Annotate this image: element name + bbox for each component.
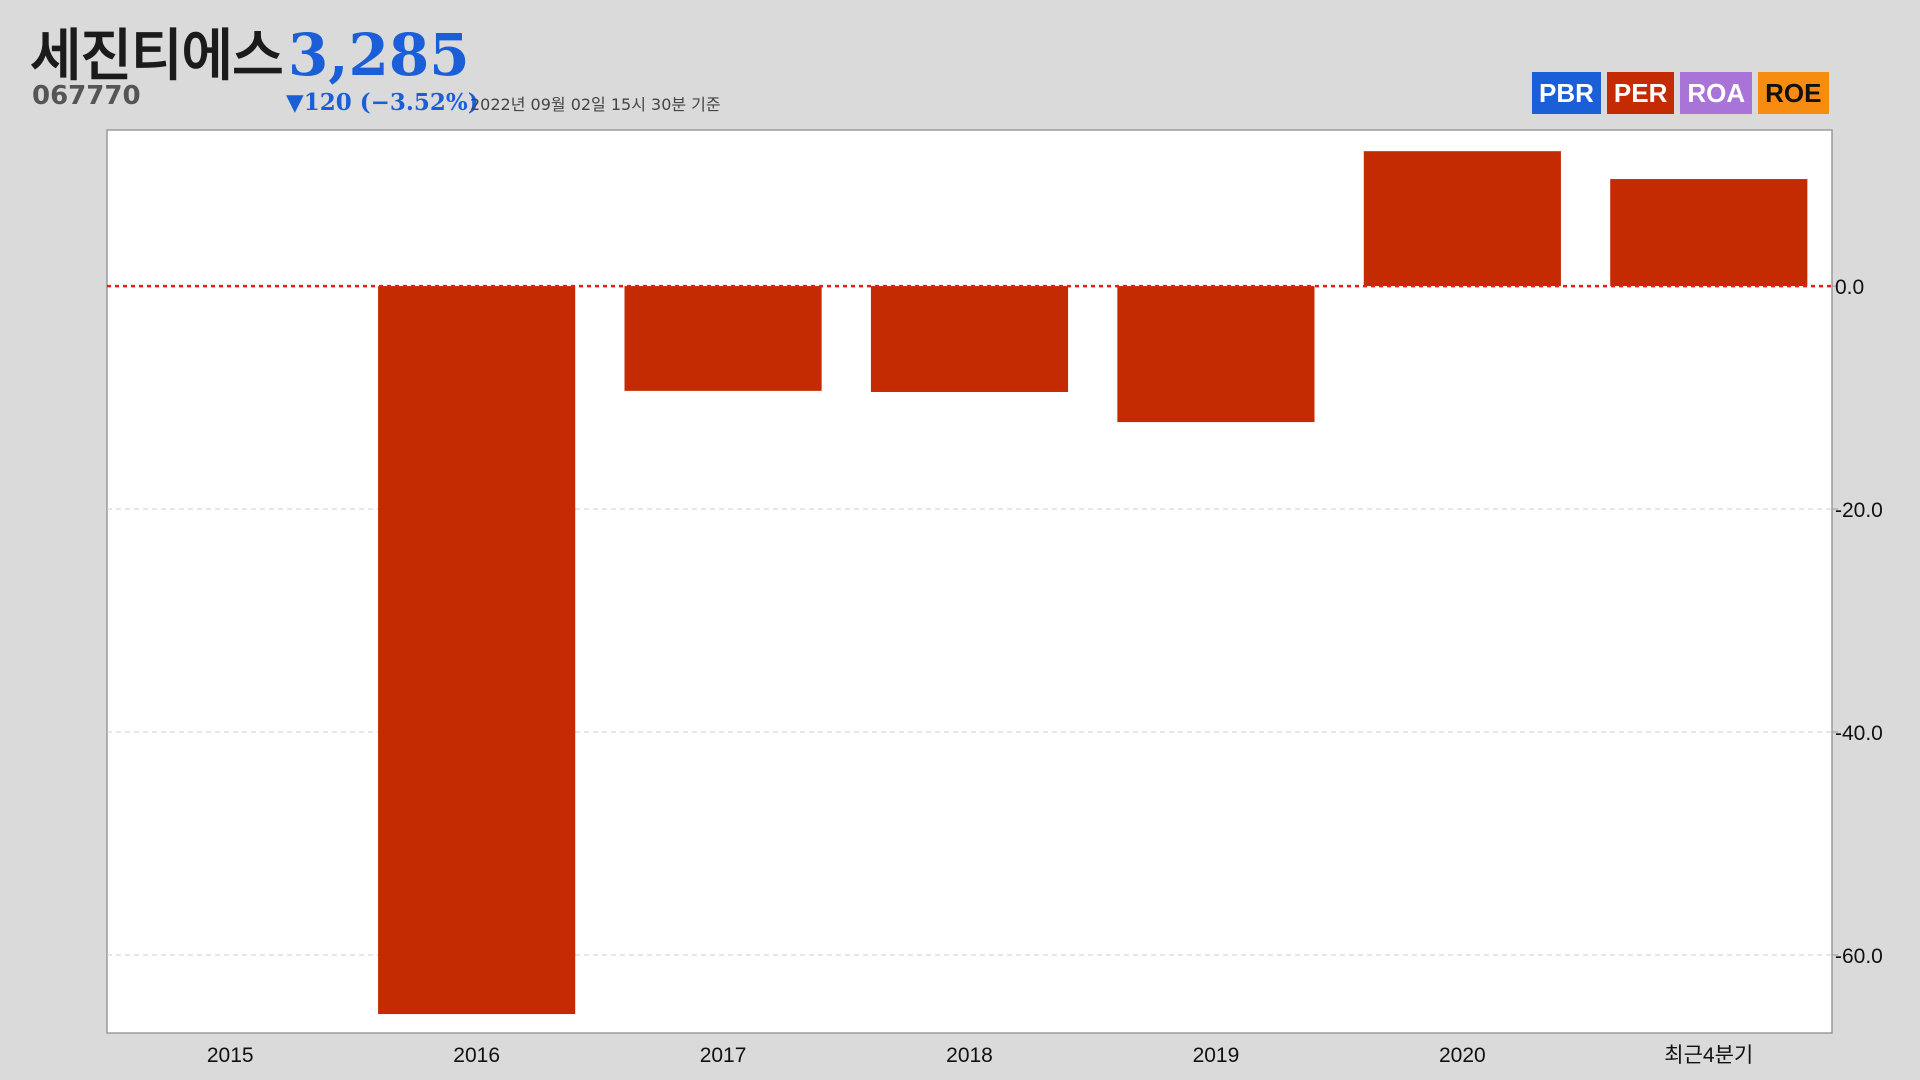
x-tick-label: 최근4분기 [1664, 1044, 1753, 1067]
bar-2018 [870, 286, 1069, 392]
bar-2016 [378, 286, 576, 1015]
x-tick-label: 2017 [700, 1044, 747, 1067]
metric-tabs: PBR PER ROA ROE [1532, 72, 1829, 114]
x-tick-label: 2019 [1193, 1044, 1240, 1067]
x-tick-label: 2018 [946, 1044, 993, 1067]
x-tick-label: 2016 [453, 1044, 500, 1067]
y-tick-label: -20.0 [1835, 499, 1883, 522]
y-tick-label: -60.0 [1835, 945, 1883, 968]
y-tick-label: 0.0 [1835, 276, 1864, 299]
price-change: ▼120 (−3.52%) [286, 89, 479, 116]
stock-price: 3,285 [288, 21, 470, 89]
timestamp: 2022년 09월 02일 15시 30분 기준 [470, 95, 721, 114]
tab-per[interactable]: PER [1606, 72, 1675, 114]
x-tick-label: 2020 [1439, 1044, 1486, 1067]
tab-roe[interactable]: ROE [1758, 72, 1829, 114]
bar-2020 [1363, 151, 1561, 287]
bar-최근4분기 [1610, 179, 1808, 287]
stock-code: 067770 [32, 81, 141, 111]
tab-pbr[interactable]: PBR [1532, 72, 1601, 114]
stock-name: 세진티에스 [30, 24, 284, 89]
bar-2019 [1117, 286, 1315, 423]
stock-header: 세진티에스 067770 3,285 ▼120 (−3.52%) 2022년 0… [0, 0, 1920, 130]
plot-area [106, 129, 1833, 1034]
x-tick-label: 2015 [207, 1044, 254, 1067]
tab-roa[interactable]: ROA [1680, 72, 1753, 114]
bar-2017 [624, 286, 822, 391]
y-tick-label: -40.0 [1835, 722, 1883, 745]
